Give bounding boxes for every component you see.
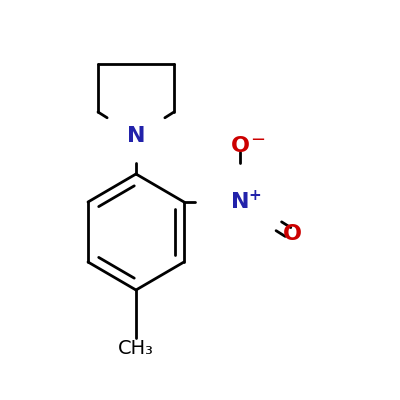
Text: N: N <box>231 192 249 212</box>
Text: O: O <box>282 224 302 244</box>
Text: N: N <box>127 126 145 146</box>
Text: +: + <box>249 188 262 203</box>
Text: −: − <box>250 131 266 149</box>
Text: O: O <box>230 136 250 156</box>
Text: CH₃: CH₃ <box>118 338 154 358</box>
